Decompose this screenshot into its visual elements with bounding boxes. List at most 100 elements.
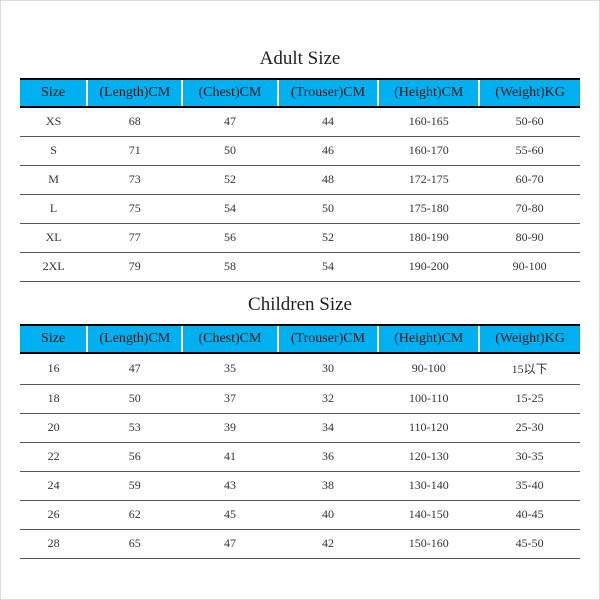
table-cell: 41 <box>182 442 277 471</box>
table-cell: 80-90 <box>479 223 580 252</box>
table-cell: 79 <box>87 252 182 281</box>
col-weight: (Weight)KG <box>479 326 580 353</box>
table-cell: 32 <box>278 384 379 413</box>
table-cell: 59 <box>87 471 182 500</box>
table-cell: XS <box>20 107 87 137</box>
table-cell: 35 <box>182 353 277 385</box>
table-cell: 190-200 <box>378 252 479 281</box>
table-cell: M <box>20 165 87 194</box>
col-chest: (Chest)CM <box>182 80 277 107</box>
table-cell: 50-60 <box>479 107 580 137</box>
table-cell: 20 <box>20 413 87 442</box>
table-cell: 53 <box>87 413 182 442</box>
children-size-title: Children Size <box>20 288 580 326</box>
table-cell: 45 <box>182 500 277 529</box>
col-size: Size <box>20 326 87 353</box>
table-cell: 54 <box>182 194 277 223</box>
table-cell: 100-110 <box>378 384 479 413</box>
table-cell: 56 <box>87 442 182 471</box>
table-cell: 130-140 <box>378 471 479 500</box>
table-cell: 175-180 <box>378 194 479 223</box>
adult-body: XS684744160-16550-60S715046160-17055-60M… <box>20 107 580 282</box>
col-trouser: (Trouser)CM <box>278 80 379 107</box>
table-cell: 180-190 <box>378 223 479 252</box>
table-row: 22564136120-13030-35 <box>20 442 580 471</box>
table-cell: 2XL <box>20 252 87 281</box>
table-row: 2XL795854190-20090-100 <box>20 252 580 281</box>
table-row: 1647353090-10015以下 <box>20 353 580 385</box>
table-cell: 160-170 <box>378 136 479 165</box>
table-cell: 36 <box>278 442 379 471</box>
table-cell: 47 <box>182 107 277 137</box>
col-chest: (Chest)CM <box>182 326 277 353</box>
table-cell: 45-50 <box>479 529 580 558</box>
table-cell: 55-60 <box>479 136 580 165</box>
table-cell: 30-35 <box>479 442 580 471</box>
table-cell: 50 <box>87 384 182 413</box>
table-row: XS684744160-16550-60 <box>20 107 580 137</box>
table-cell: 52 <box>182 165 277 194</box>
table-cell: 22 <box>20 442 87 471</box>
table-cell: 38 <box>278 471 379 500</box>
table-cell: 37 <box>182 384 277 413</box>
table-cell: 110-120 <box>378 413 479 442</box>
table-cell: S <box>20 136 87 165</box>
table-cell: 40 <box>278 500 379 529</box>
col-length: (Length)CM <box>87 326 182 353</box>
table-cell: 77 <box>87 223 182 252</box>
table-cell: 40-45 <box>479 500 580 529</box>
children-body: 1647353090-10015以下18503732100-11015-2520… <box>20 353 580 559</box>
table-row: M735248172-17560-70 <box>20 165 580 194</box>
table-cell: 60-70 <box>479 165 580 194</box>
col-height: (Height)CM <box>378 80 479 107</box>
table-cell: 68 <box>87 107 182 137</box>
table-cell: XL <box>20 223 87 252</box>
table-cell: 50 <box>182 136 277 165</box>
table-row: S715046160-17055-60 <box>20 136 580 165</box>
adult-size-table: Size (Length)CM (Chest)CM (Trouser)CM (H… <box>20 80 580 282</box>
size-chart-card: Adult Size Size (Length)CM (Chest)CM (Tr… <box>0 0 600 600</box>
table-cell: 39 <box>182 413 277 442</box>
children-header-row: Size (Length)CM (Chest)CM (Trouser)CM (H… <box>20 326 580 353</box>
table-cell: 172-175 <box>378 165 479 194</box>
table-cell: 34 <box>278 413 379 442</box>
table-cell: 71 <box>87 136 182 165</box>
table-cell: 30 <box>278 353 379 385</box>
table-cell: 54 <box>278 252 379 281</box>
table-cell: 15-25 <box>479 384 580 413</box>
col-height: (Height)CM <box>378 326 479 353</box>
col-trouser: (Trouser)CM <box>278 326 379 353</box>
table-cell: 35-40 <box>479 471 580 500</box>
table-cell: 56 <box>182 223 277 252</box>
table-cell: 47 <box>87 353 182 385</box>
table-cell: 42 <box>278 529 379 558</box>
table-cell: 140-150 <box>378 500 479 529</box>
table-row: 24594338130-14035-40 <box>20 471 580 500</box>
table-cell: 18 <box>20 384 87 413</box>
table-cell: 47 <box>182 529 277 558</box>
col-length: (Length)CM <box>87 80 182 107</box>
table-cell: 26 <box>20 500 87 529</box>
table-cell: 15以下 <box>479 353 580 385</box>
table-cell: 73 <box>87 165 182 194</box>
table-cell: 150-160 <box>378 529 479 558</box>
table-cell: 25-30 <box>479 413 580 442</box>
table-cell: 16 <box>20 353 87 385</box>
table-cell: 44 <box>278 107 379 137</box>
table-cell: 58 <box>182 252 277 281</box>
table-row: 18503732100-11015-25 <box>20 384 580 413</box>
table-row: 20533934110-12025-30 <box>20 413 580 442</box>
table-cell: 46 <box>278 136 379 165</box>
table-row: L755450175-18070-80 <box>20 194 580 223</box>
table-cell: L <box>20 194 87 223</box>
table-cell: 62 <box>87 500 182 529</box>
children-size-table: Size (Length)CM (Chest)CM (Trouser)CM (H… <box>20 326 580 559</box>
table-cell: 90-100 <box>479 252 580 281</box>
table-cell: 70-80 <box>479 194 580 223</box>
table-cell: 65 <box>87 529 182 558</box>
adult-header-row: Size (Length)CM (Chest)CM (Trouser)CM (H… <box>20 80 580 107</box>
table-row: 28654742150-16045-50 <box>20 529 580 558</box>
table-row: XL775652180-19080-90 <box>20 223 580 252</box>
size-chart-content: Adult Size Size (Length)CM (Chest)CM (Tr… <box>20 42 580 559</box>
table-cell: 120-130 <box>378 442 479 471</box>
